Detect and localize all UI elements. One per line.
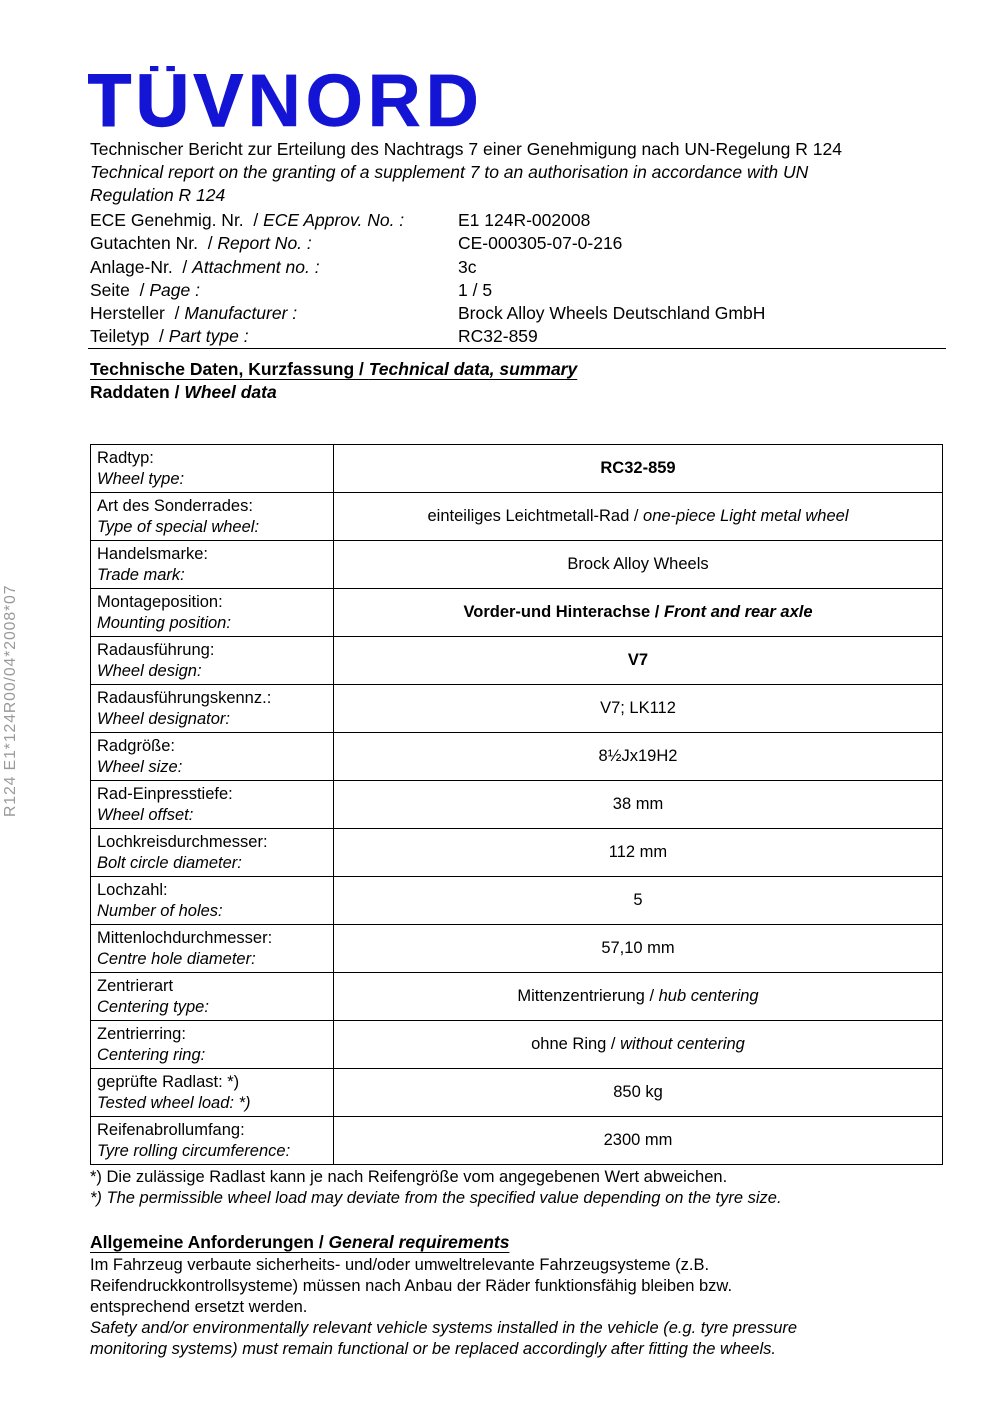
svg-text:TÜVNORD: TÜVNORD	[88, 66, 483, 141]
